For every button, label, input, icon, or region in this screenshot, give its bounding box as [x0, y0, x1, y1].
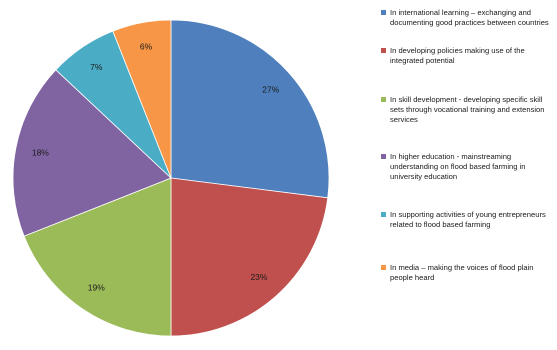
legend-item-3: In higher education - mainstreaming unde…: [381, 152, 551, 182]
legend-swatch-0: [381, 10, 386, 15]
pie-plot-area: 27% 23% 19% 18% 7% 6%: [12, 19, 330, 337]
slice-value-label-2: 19%: [88, 282, 105, 292]
pie-slice-2: [23, 177, 172, 337]
legend-label-0: In international learning – exchanging a…: [390, 8, 549, 27]
legend-item-1: In developing policies making use of the…: [381, 46, 551, 66]
chart-legend: In international learning – exchanging a…: [381, 8, 551, 283]
legend-item-0: In international learning – exchanging a…: [381, 8, 551, 28]
legend-item-4: In supporting activities of young entrep…: [381, 210, 551, 230]
pie-slice-0: [170, 19, 330, 199]
legend-item-5: In media – making the voices of flood pl…: [381, 263, 551, 283]
legend-swatch-4: [381, 212, 386, 217]
pie-slice-3: [12, 69, 172, 237]
slice-value-label-1: 23%: [250, 272, 267, 282]
pie-slice-5: [112, 19, 172, 179]
slice-value-label-0: 27%: [262, 84, 279, 94]
legend-swatch-5: [381, 265, 386, 270]
legend-swatch-1: [381, 48, 386, 53]
legend-item-2: In skill development - developing specif…: [381, 95, 551, 125]
legend-label-1: In developing policies making use of the…: [390, 46, 525, 65]
slice-value-label-4: 7%: [90, 62, 103, 72]
slice-value-label-3: 18%: [32, 147, 49, 157]
pie-slice-1: [170, 177, 329, 337]
legend-swatch-2: [381, 97, 386, 102]
legend-swatch-3: [381, 154, 386, 159]
legend-label-4: In supporting activities of young entrep…: [390, 210, 546, 229]
legend-label-2: In skill development - developing specif…: [390, 95, 545, 124]
legend-label-5: In media – making the voices of flood pl…: [390, 263, 534, 282]
legend-label-3: In higher education - mainstreaming unde…: [390, 152, 526, 181]
slice-value-label-5: 6%: [140, 42, 153, 52]
